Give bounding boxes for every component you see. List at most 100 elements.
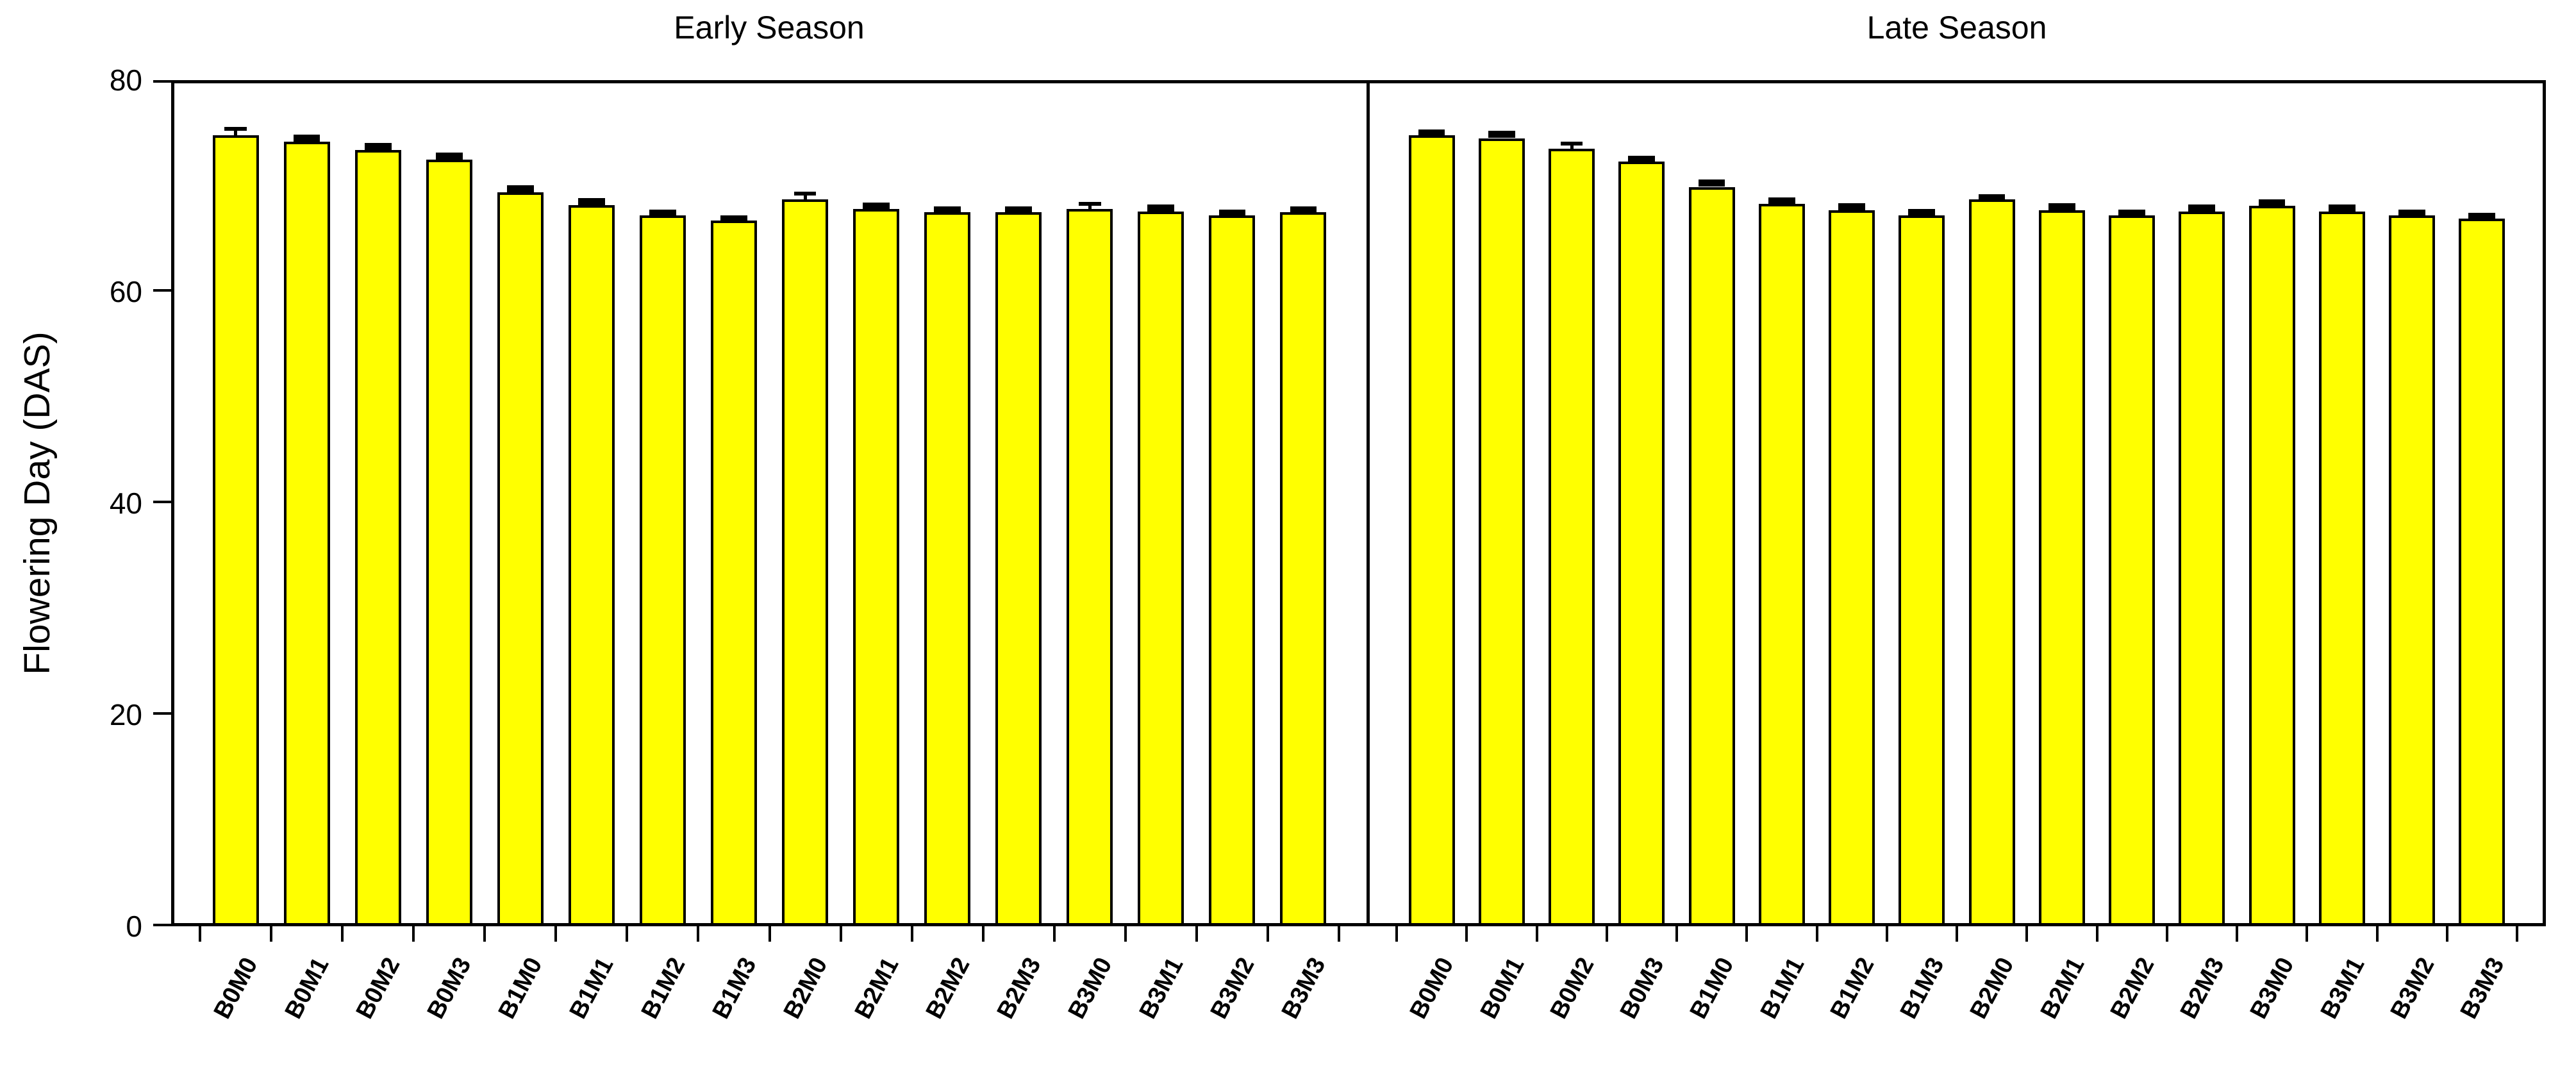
y-tick-label: 20 [109, 698, 142, 731]
x-tick-label-early-b1m2: B1M2 [636, 953, 690, 1024]
error-cap-late-b1m2 [1838, 203, 1865, 211]
x-axis-tick [1745, 926, 1749, 942]
x-axis-tick [270, 926, 273, 942]
bar-late-b1m0 [1688, 187, 1735, 926]
error-cap-late-b0m3 [1628, 156, 1656, 163]
bar-late-b0m2 [1549, 149, 1595, 926]
bar-early-b3m2 [1209, 215, 1256, 926]
error-cap-late-b2m2 [2118, 209, 2145, 217]
bar-early-b2m2 [924, 212, 971, 926]
x-axis-tick [1266, 926, 1269, 942]
error-cap-late-b1m0 [1698, 179, 1725, 187]
x-axis-tick [2375, 926, 2379, 942]
error-cap-early-b1m2 [649, 209, 676, 217]
x-tick-label-early-b2m1: B2M1 [849, 953, 904, 1024]
error-cap-late-b0m0 [1418, 129, 1445, 137]
y-tick-label: 60 [109, 275, 142, 308]
error-cap-late-b1m1 [1768, 197, 1795, 205]
x-axis-line [171, 923, 2546, 926]
x-tick-label-late-b1m1: B1M1 [1755, 953, 1809, 1024]
plot-frame-right [2543, 80, 2546, 926]
plot-area: B0M0 B0M1 B0M2 B0M3 B1M0 B1M1 B1M2 B1M3 B2M0 B2M1… [110, 63, 2546, 1023]
x-axis-tick [1395, 926, 1398, 942]
bar-early-b3m3 [1280, 212, 1327, 926]
y-tick-label: 80 [109, 63, 142, 97]
x-axis-tick [910, 926, 913, 942]
error-bar-late-b0m2 [1570, 144, 1574, 149]
error-cap-early-b2m2 [934, 206, 961, 213]
x-tick-label-late-b0m0: B0M0 [1405, 953, 1459, 1024]
error-cap-early-b1m0 [506, 185, 534, 193]
error-cap-late-b3m2 [2398, 209, 2425, 217]
bar-early-b2m0 [782, 199, 829, 926]
x-tick-label-late-b2m1: B2M1 [2035, 953, 2090, 1024]
bar-late-b2m2 [2109, 215, 2156, 926]
x-axis-tick [1605, 926, 1608, 942]
x-tick-label-late-b0m2: B0M2 [1545, 953, 1600, 1024]
x-axis-tick [697, 926, 700, 942]
x-axis-tick [1465, 926, 1468, 942]
bar-late-b3m2 [2389, 215, 2436, 926]
x-axis-tick [554, 926, 558, 942]
x-tick-label-early-b3m3: B3M3 [1276, 953, 1331, 1024]
x-axis-tick [1052, 926, 1056, 942]
x-axis-tick [1885, 926, 1888, 942]
x-tick-label-late-b2m0: B2M0 [1965, 953, 2020, 1024]
x-axis-tick [1338, 926, 1340, 942]
error-cap-early-b1m3 [720, 215, 747, 222]
x-axis-tick [1195, 926, 1198, 942]
error-cap-late-b3m0 [2258, 199, 2286, 206]
error-cap-late-b0m2 [1560, 142, 1583, 146]
x-tick-label-late-b2m2: B2M2 [2105, 953, 2160, 1024]
bar-late-b2m3 [2179, 211, 2225, 926]
bar-late-b1m1 [1758, 204, 1805, 926]
error-cap-early-b3m1 [1147, 204, 1175, 212]
x-axis-tick [2306, 926, 2309, 942]
x-tick-label-late-b3m3: B3M3 [2455, 953, 2510, 1024]
bar-early-b2m1 [853, 209, 900, 926]
x-tick-label-early-b3m1: B3M1 [1134, 953, 1189, 1024]
y-axis-line [171, 80, 174, 926]
x-tick-label-early-b2m3: B2M3 [992, 953, 1047, 1024]
x-tick-label-early-b2m0: B2M0 [778, 953, 833, 1024]
y-axis-tick [153, 289, 171, 292]
x-tick-label-late-b1m3: B1M3 [1895, 953, 1950, 1024]
bar-early-b3m1 [1138, 211, 1184, 926]
x-axis-tick [199, 926, 201, 942]
x-tick-label-early-b1m3: B1M3 [707, 953, 762, 1024]
error-cap-late-b2m3 [2188, 204, 2216, 212]
error-bar-early-b0m0 [234, 128, 238, 135]
error-cap-late-b0m1 [1488, 131, 1515, 138]
plot-frame-top [171, 80, 2546, 83]
x-axis-tick [2095, 926, 2098, 942]
bar-late-b3m3 [2459, 219, 2505, 926]
x-axis-tick [768, 926, 771, 942]
bar-early-b0m1 [283, 141, 330, 926]
x-axis-tick [1535, 926, 1538, 942]
error-cap-early-b0m3 [435, 153, 463, 160]
x-axis-tick [2025, 926, 2029, 942]
error-cap-early-b2m3 [1005, 206, 1033, 213]
y-axis-tick [153, 501, 171, 503]
bar-late-b3m1 [2318, 211, 2365, 926]
bar-late-b0m3 [1618, 162, 1665, 926]
x-axis-tick [412, 926, 415, 942]
x-tick-label-late-b3m1: B3M1 [2315, 953, 2370, 1024]
bar-early-b0m3 [426, 159, 472, 926]
bar-late-b1m2 [1829, 210, 1875, 926]
x-axis-tick [981, 926, 985, 942]
x-tick-label-early-b1m0: B1M0 [494, 953, 548, 1024]
bar-late-b1m3 [1899, 215, 1945, 926]
x-axis-tick [1815, 926, 1818, 942]
x-tick-label-late-b2m3: B2M3 [2175, 953, 2230, 1024]
y-tick-label: 0 [126, 910, 142, 943]
y-axis-tick [153, 924, 171, 926]
error-cap-early-b2m1 [863, 202, 890, 210]
bar-early-b1m1 [568, 204, 615, 926]
error-cap-late-b2m1 [2048, 203, 2075, 211]
x-tick-label-late-b0m3: B0M3 [1615, 953, 1670, 1024]
x-tick-label-early-b1m1: B1M1 [565, 953, 619, 1024]
x-tick-label-early-b0m3: B0M3 [422, 953, 477, 1024]
x-axis-tick [626, 926, 629, 942]
error-bar-early-b3m0 [1088, 204, 1092, 210]
